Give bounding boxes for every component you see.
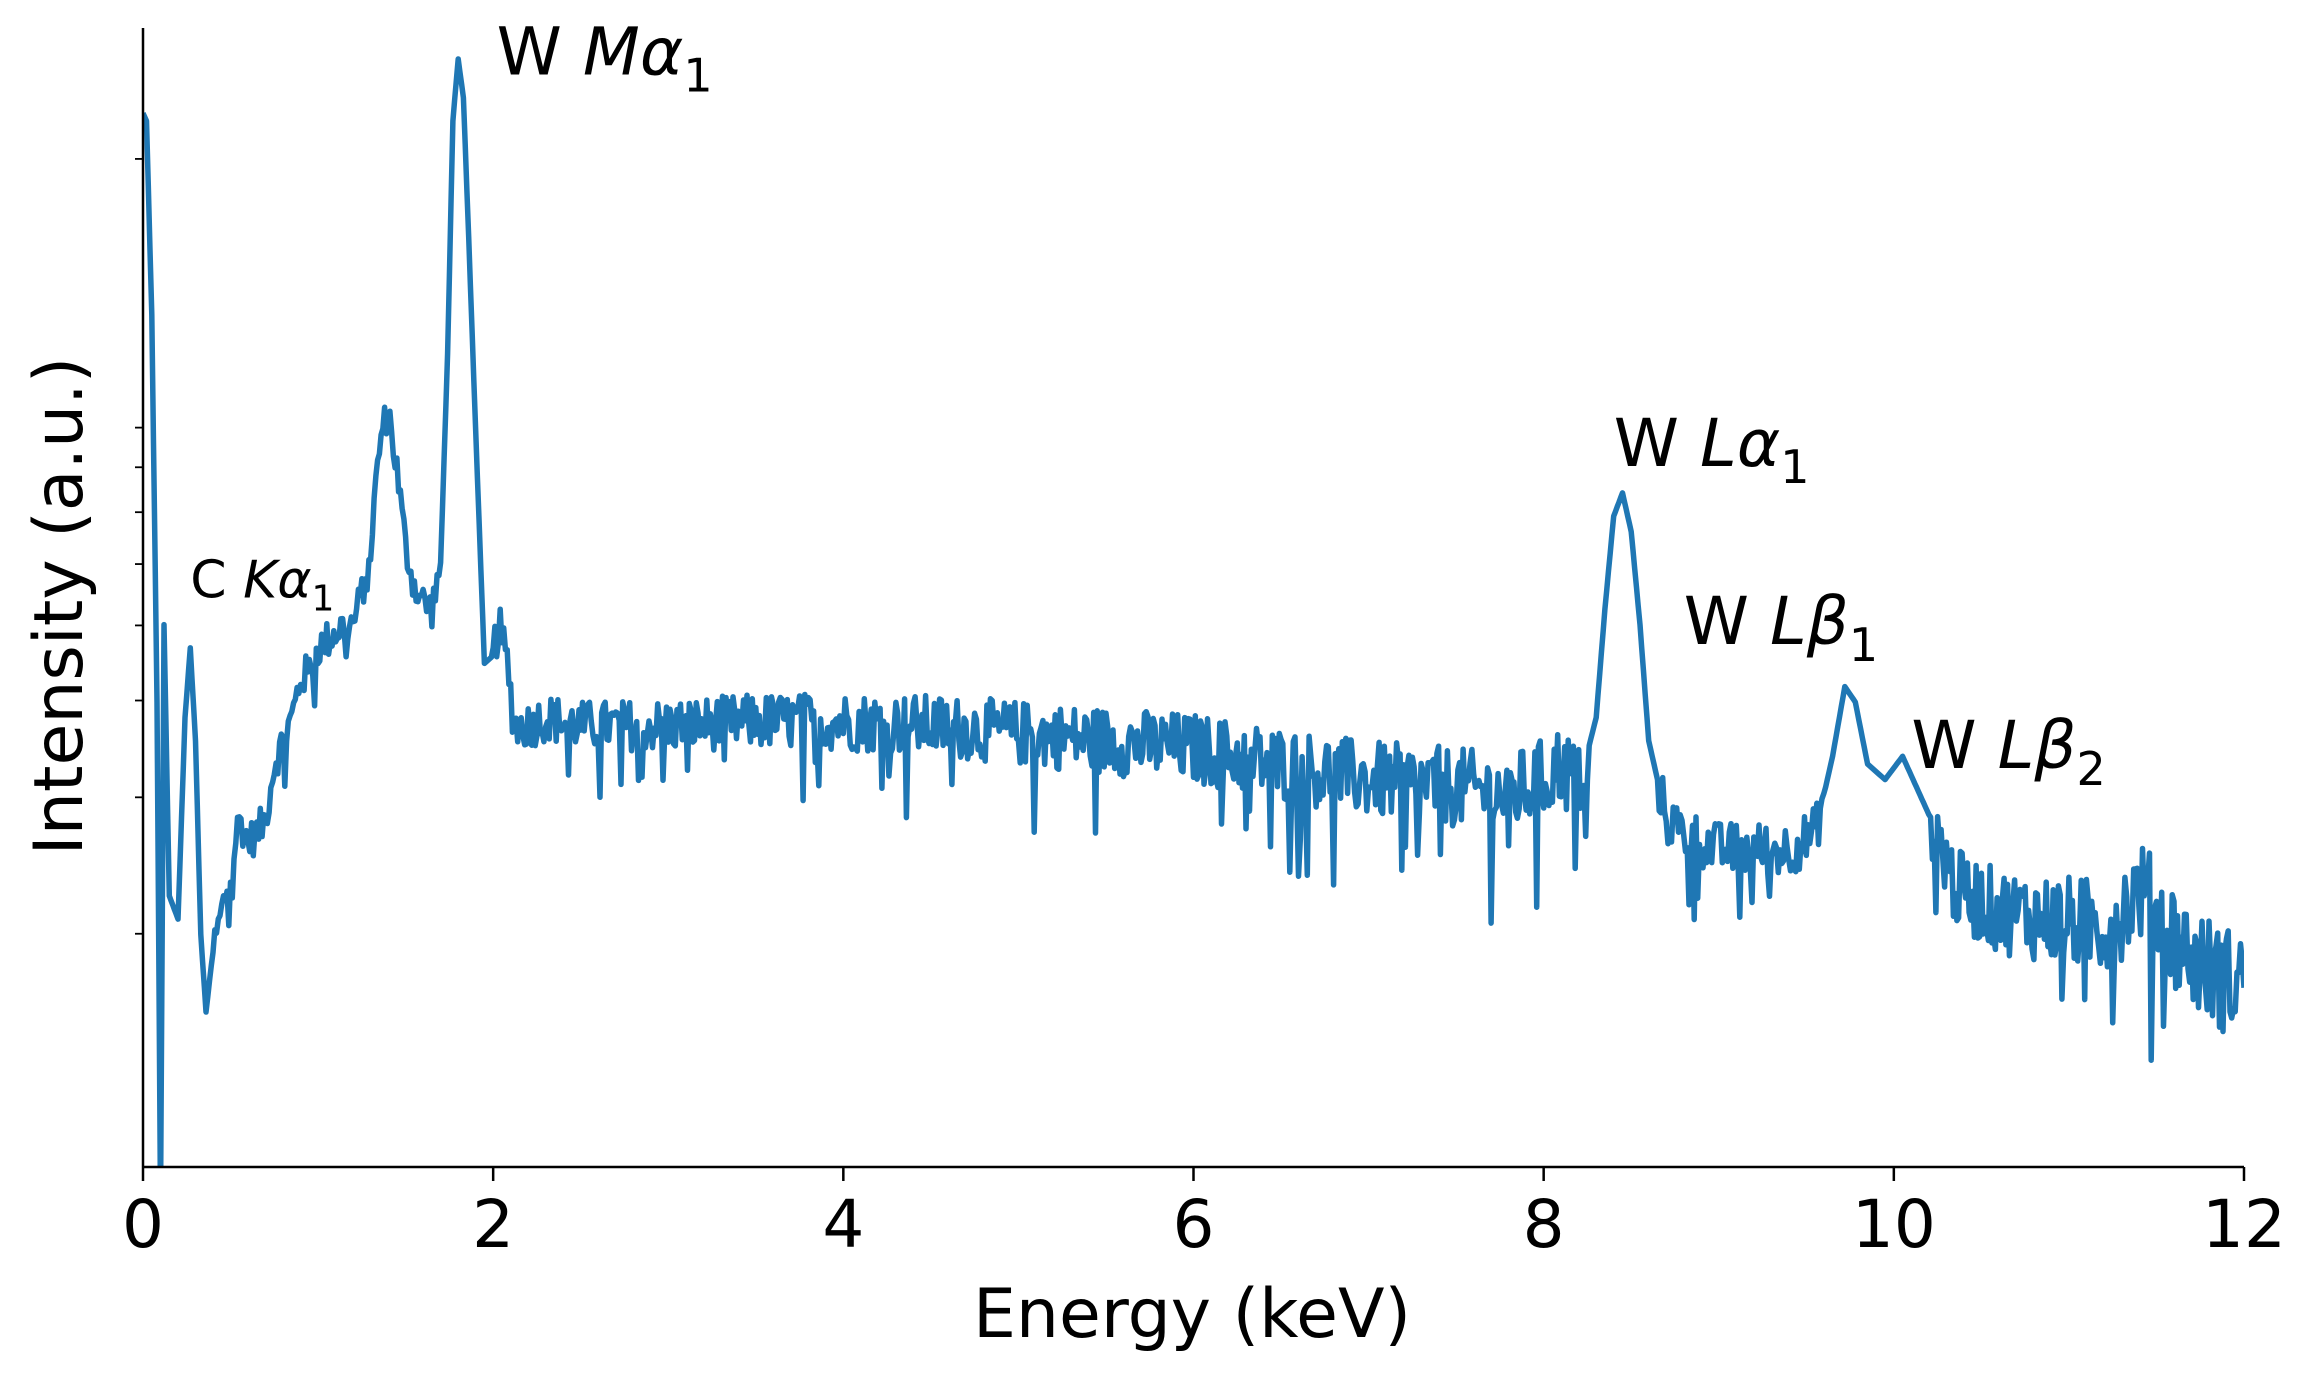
peak-label: C Kα1: [190, 551, 334, 620]
x-tick-label: 8: [1523, 1186, 1565, 1263]
axes: 0 2 4 6 8 10 12: [122, 28, 2286, 1263]
peak-label: W Mα1: [497, 13, 713, 102]
peak-label: W Lβ1: [1684, 583, 1878, 672]
spectrum-line: [143, 56, 2244, 1167]
peak-label: W Lβ2: [1911, 707, 2105, 796]
x-tick-label: 6: [1173, 1186, 1215, 1263]
y-minor-ticks: [135, 158, 143, 935]
plot-area: [143, 56, 2244, 1167]
x-tick-label: 0: [122, 1186, 164, 1263]
peak-label: W Lα1: [1614, 405, 1810, 494]
x-tick-label: 4: [822, 1186, 864, 1263]
x-tick-label: 12: [2202, 1186, 2286, 1263]
x-axis-label: Energy (keV): [973, 1275, 1411, 1354]
x-ticks: 0 2 4 6 8 10 12: [122, 1167, 2286, 1263]
y-axis-label: Intensity (a.u.): [20, 357, 99, 856]
x-tick-label: 10: [1852, 1186, 1936, 1263]
peak-annotations: C Kα1 W Mα1 W Lα1 W Lβ1 W Lβ2: [190, 13, 2105, 795]
x-tick-label: 2: [472, 1186, 514, 1263]
